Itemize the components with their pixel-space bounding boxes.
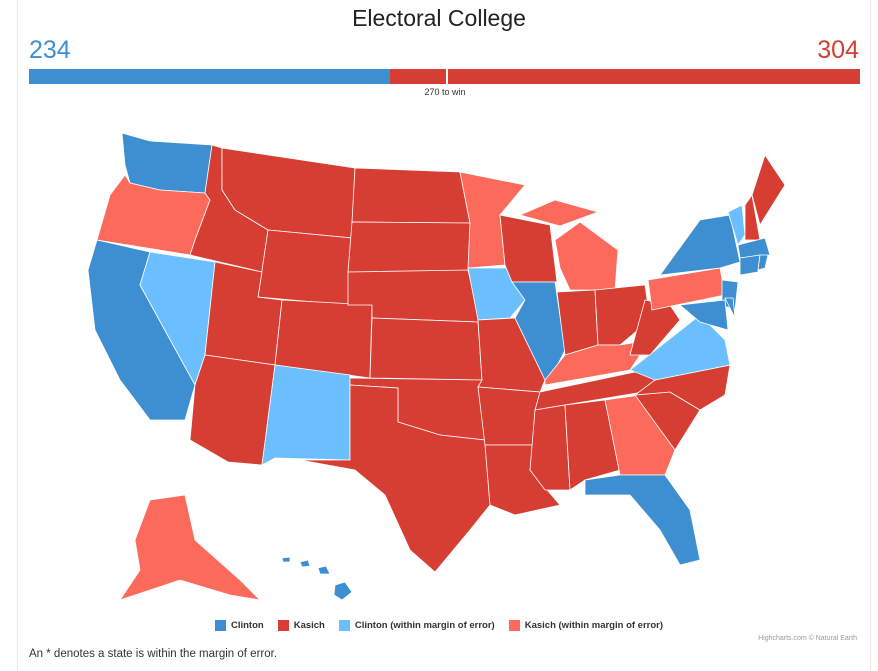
state-ny[interactable]: [659, 214, 741, 276]
legend-swatch: [338, 620, 350, 631]
state-mi[interactable]: [518, 199, 600, 227]
kasich-votes: 304: [817, 36, 859, 64]
legend-label: Kasich (within margin of error): [524, 620, 664, 631]
state-va[interactable]: [629, 314, 731, 381]
state-fl[interactable]: [584, 474, 701, 566]
legend: Clinton Kasich Clinton (within margin of e…: [0, 620, 878, 631]
state-hi[interactable]: [317, 565, 331, 575]
legend-item[interactable]: Clinton: [214, 620, 264, 631]
state-ma[interactable]: [737, 237, 771, 259]
state-ct[interactable]: [739, 254, 761, 276]
state-ms[interactable]: [529, 404, 571, 491]
legend-item[interactable]: Kasich (within margin of error): [508, 620, 664, 631]
state-nd[interactable]: [351, 167, 471, 224]
legend-swatch: [277, 620, 289, 631]
state-ia[interactable]: [467, 267, 526, 321]
footnote: An * denotes a state is within the margi…: [29, 648, 278, 660]
state-az[interactable]: [189, 354, 276, 466]
legend-label: Clinton (within margin of error): [354, 620, 495, 631]
chart-title: Electoral College: [352, 5, 526, 31]
state-ks[interactable]: [369, 317, 483, 381]
to-win-marker: [446, 69, 449, 84]
state-tx[interactable]: [299, 384, 491, 573]
state-hi[interactable]: [333, 581, 353, 601]
state-mi[interactable]: [554, 221, 619, 291]
clinton-votes: 234: [29, 36, 71, 64]
state-ri[interactable]: [757, 254, 769, 271]
legend-swatch: [508, 620, 520, 631]
state-co[interactable]: [274, 299, 373, 379]
legend-label: Kasich: [293, 620, 325, 631]
state-ga[interactable]: [604, 394, 676, 476]
legend-swatch: [214, 620, 226, 631]
state-hi[interactable]: [299, 559, 311, 568]
state-me[interactable]: [751, 154, 786, 226]
legend-item[interactable]: Kasich: [277, 620, 325, 631]
state-wy[interactable]: [257, 229, 353, 306]
legend-item[interactable]: Clinton (within margin of error): [338, 620, 495, 631]
state-nm[interactable]: [261, 364, 351, 466]
state-ak[interactable]: [119, 494, 262, 601]
to-win-label: 270 to win: [424, 87, 466, 97]
state-nj[interactable]: [721, 279, 739, 311]
state-hi[interactable]: [281, 556, 291, 563]
state-ar[interactable]: [477, 386, 541, 446]
state-wi[interactable]: [499, 214, 558, 283]
chart-frame: [17, 0, 871, 671]
state-oh[interactable]: [594, 284, 651, 346]
state-md[interactable]: [679, 299, 729, 331]
credits[interactable]: Highcharts.com © Natural Earth: [758, 635, 857, 642]
clinton-bar-fill: [29, 69, 391, 84]
state-al[interactable]: [564, 399, 621, 491]
state-de[interactable]: [724, 297, 736, 319]
electoral-bar: [29, 69, 860, 84]
legend-label: Clinton: [230, 620, 264, 631]
